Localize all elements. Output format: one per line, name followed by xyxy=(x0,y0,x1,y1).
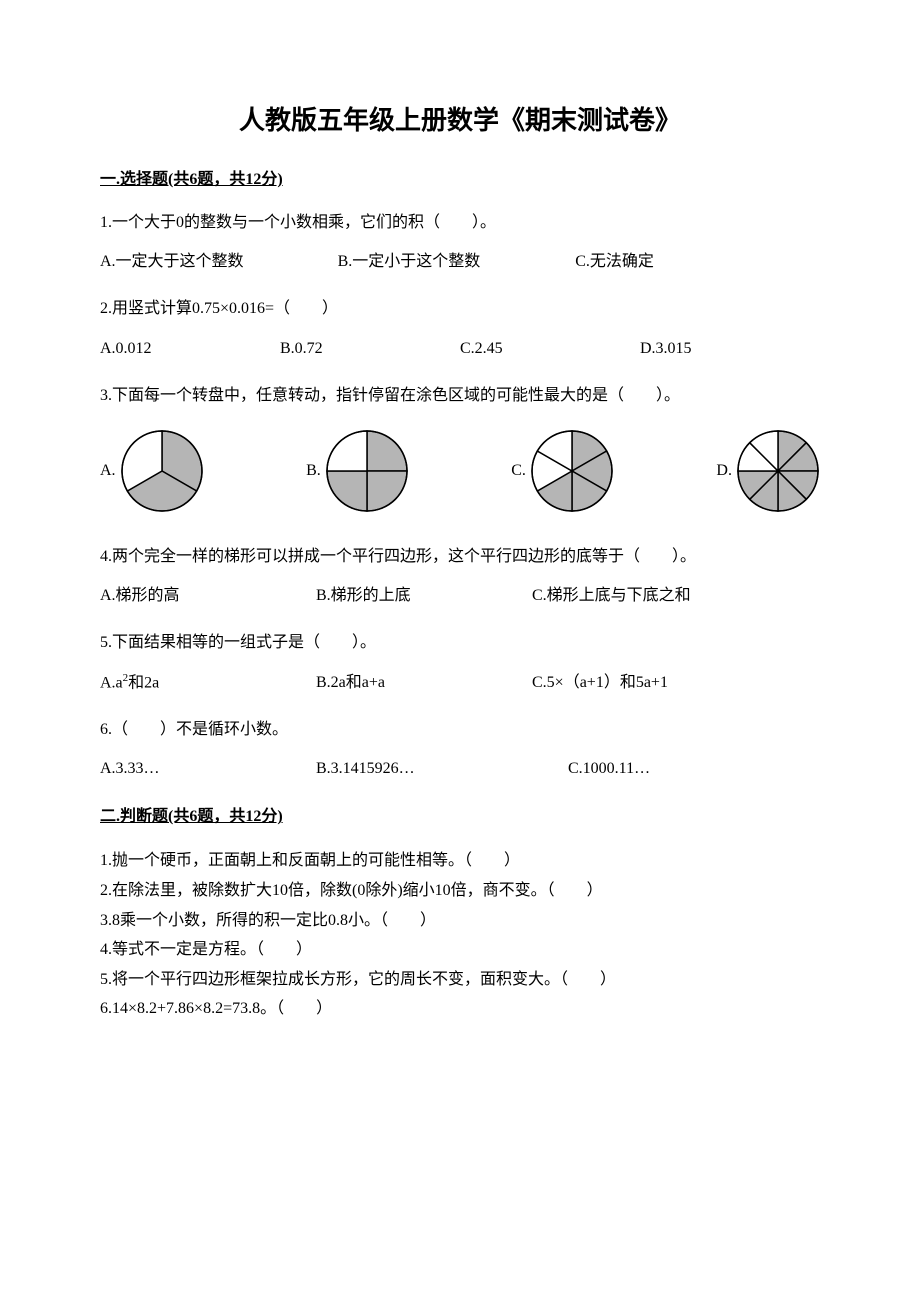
exam-page: 人教版五年级上册数学《期末测试卷》 一.选择题(共6题，共12分) 1.一个大于… xyxy=(0,0,920,1302)
q6-option-a: A.3.33… xyxy=(100,755,316,782)
q3-option-d: D. xyxy=(716,429,820,513)
question-1-text: 1.一个大于0的整数与一个小数相乘，它们的积（ ）。 xyxy=(100,209,820,236)
section-1-header: 一.选择题(共6题，共12分) xyxy=(100,165,820,189)
question-4: 4.两个完全一样的梯形可以拼成一个平行四边形，这个平行四边形的底等于（ ）。 A… xyxy=(100,543,820,609)
question-4-text: 4.两个完全一样的梯形可以拼成一个平行四边形，这个平行四边形的底等于（ ）。 xyxy=(100,543,820,570)
judge-item-3: 3.8乘一个小数，所得的积一定比0.8小。（ ） xyxy=(100,906,820,936)
q3-option-c-label: C. xyxy=(511,457,526,484)
pie-chart-d xyxy=(736,429,820,513)
q2-option-b: B.0.72 xyxy=(280,335,460,362)
pie-chart-c xyxy=(530,429,614,513)
judge-list: 1.抛一个硬币，正面朝上和反面朝上的可能性相等。（ ） 2.在除法里，被除数扩大… xyxy=(100,846,820,1024)
q5-option-a: A.a2和2a xyxy=(100,669,316,697)
question-3-figures: A. B. C. D. xyxy=(100,429,820,513)
q2-option-a: A.0.012 xyxy=(100,335,280,362)
page-title: 人教版五年级上册数学《期末测试卷》 xyxy=(100,100,820,137)
question-1-options: A.一定大于这个整数 B.一定小于这个整数 C.无法确定 xyxy=(100,248,820,275)
question-6-options: A.3.33… B.3.1415926… C.1000.11… xyxy=(100,755,820,782)
question-5-text: 5.下面结果相等的一组式子是（ ）。 xyxy=(100,629,820,656)
q2-option-d: D.3.015 xyxy=(640,335,820,362)
q4-option-a: A.梯形的高 xyxy=(100,582,316,609)
question-2-options: A.0.012 B.0.72 C.2.45 D.3.015 xyxy=(100,335,820,362)
pie-chart-b xyxy=(325,429,409,513)
q1-option-c: C.无法确定 xyxy=(575,248,813,275)
q1-option-a: A.一定大于这个整数 xyxy=(100,248,338,275)
q6-option-c: C.1000.11… xyxy=(568,755,820,782)
judge-item-2: 2.在除法里，被除数扩大10倍，除数(0除外)缩小10倍，商不变。（ ） xyxy=(100,876,820,906)
pie-chart-a xyxy=(120,429,204,513)
q4-option-c: C.梯形上底与下底之和 xyxy=(532,582,820,609)
q6-option-b: B.3.1415926… xyxy=(316,755,568,782)
q3-option-c: C. xyxy=(511,429,614,513)
question-6-text: 6.（ ）不是循环小数。 xyxy=(100,716,820,743)
q3-option-a-label: A. xyxy=(100,457,116,484)
q2-option-c: C.2.45 xyxy=(460,335,640,362)
q5-option-b: B.2a和a+a xyxy=(316,669,532,697)
judge-item-1: 1.抛一个硬币，正面朝上和反面朝上的可能性相等。（ ） xyxy=(100,846,820,876)
question-4-options: A.梯形的高 B.梯形的上底 C.梯形上底与下底之和 xyxy=(100,582,820,609)
judge-item-4: 4.等式不一定是方程。（ ） xyxy=(100,935,820,965)
question-5-options: A.a2和2a B.2a和a+a C.5×（a+1）和5a+1 xyxy=(100,669,820,697)
question-6: 6.（ ）不是循环小数。 A.3.33… B.3.1415926… C.1000… xyxy=(100,716,820,782)
q1-option-b: B.一定小于这个整数 xyxy=(338,248,576,275)
q3-option-a: A. xyxy=(100,429,204,513)
question-2-text: 2.用竖式计算0.75×0.016=（ ） xyxy=(100,295,820,322)
q3-option-b-label: B. xyxy=(306,457,321,484)
judge-item-6: 6.14×8.2+7.86×8.2=73.8。（ ） xyxy=(100,994,820,1024)
q5-option-c: C.5×（a+1）和5a+1 xyxy=(532,669,820,697)
question-1: 1.一个大于0的整数与一个小数相乘，它们的积（ ）。 A.一定大于这个整数 B.… xyxy=(100,209,820,275)
question-2: 2.用竖式计算0.75×0.016=（ ） A.0.012 B.0.72 C.2… xyxy=(100,295,820,361)
q3-option-d-label: D. xyxy=(716,457,732,484)
question-5: 5.下面结果相等的一组式子是（ ）。 A.a2和2a B.2a和a+a C.5×… xyxy=(100,629,820,696)
question-3: 3.下面每一个转盘中，任意转动，指针停留在涂色区域的可能性最大的是（ ）。 A.… xyxy=(100,382,820,513)
q3-option-b: B. xyxy=(306,429,409,513)
section-2-header: 二.判断题(共6题，共12分) xyxy=(100,802,820,826)
question-3-text: 3.下面每一个转盘中，任意转动，指针停留在涂色区域的可能性最大的是（ ）。 xyxy=(100,382,820,409)
q4-option-b: B.梯形的上底 xyxy=(316,582,532,609)
judge-item-5: 5.将一个平行四边形框架拉成长方形，它的周长不变，面积变大。（ ） xyxy=(100,965,820,995)
